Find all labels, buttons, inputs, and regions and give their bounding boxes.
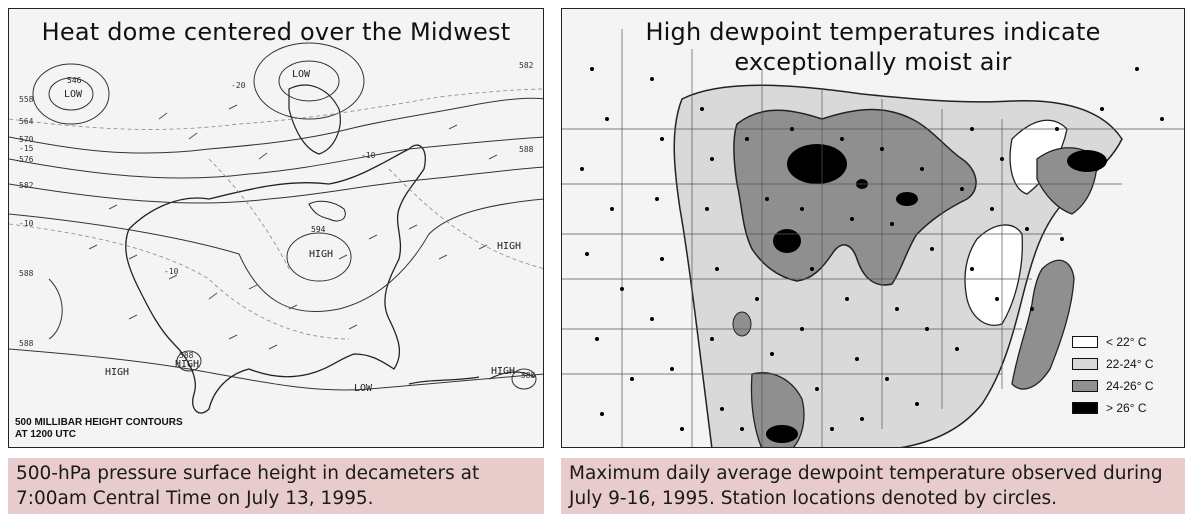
region-above-26-newjersey	[1067, 150, 1107, 172]
contour-label-588-southwest: 588	[19, 339, 34, 348]
contour-label-582: 582	[19, 181, 34, 190]
contour-label-588-atlantic: 588	[521, 371, 536, 380]
contour-label-588-west: 588	[19, 269, 34, 278]
legend-swatch-22-24	[1072, 358, 1098, 370]
contour-label-570: 570	[19, 135, 34, 144]
high-label-gulf: HIGH	[175, 359, 200, 370]
state-boundaries	[562, 29, 1184, 447]
legend-label-22-24: 22-24° C	[1106, 357, 1154, 371]
left-caption: 500-hPa pressure surface height in decam…	[8, 458, 544, 514]
high-label-southwest: HIGH	[105, 367, 130, 378]
high-center-value-label: 594	[311, 225, 326, 234]
contour-label-minus20: -20	[231, 81, 246, 90]
great-lakes-outline	[308, 200, 346, 222]
region-above-26-indiana	[896, 192, 918, 206]
region-24-26-ozark	[732, 311, 752, 337]
legend-row-above-26: > 26° C	[1072, 397, 1154, 419]
dewpoint-map-panel: High dewpoint temperatures indicate exce…	[561, 8, 1185, 448]
contour-note-line2: AT 1200 UTC	[15, 429, 76, 440]
contour-note-line1: 500 MILLIBAR HEIGHT CONTOURS	[15, 417, 183, 428]
right-panel-title: High dewpoint temperatures indicate exce…	[562, 17, 1184, 77]
height-contour-map	[9, 42, 543, 414]
station-dots	[580, 67, 1164, 431]
low-label-gulf: LOW	[354, 383, 373, 394]
contour-label-564: 564	[19, 117, 34, 126]
contour-label-582-east: 582	[519, 61, 534, 70]
legend-label-24-26: 24-26° C	[1106, 379, 1154, 393]
hudson-bay-outline	[288, 84, 341, 155]
contour-note: 500 MILLIBAR HEIGHT CONTOURS AT 1200 UTC	[15, 417, 183, 441]
region-above-26-texas-coast	[766, 425, 798, 443]
contour-label-minus10-central: -10	[361, 151, 376, 160]
right-title-line2: exceptionally moist air	[734, 48, 1012, 76]
left-panel-title: Heat dome centered over the Midwest	[41, 18, 511, 46]
legend-row-24-26: 24-26° C	[1072, 375, 1154, 397]
legend-label-below-22: < 22° C	[1106, 335, 1147, 349]
north-america-coastline	[125, 144, 426, 414]
legend-swatch-above-26	[1072, 402, 1098, 414]
contour-label-minus10-west: -10	[164, 267, 179, 276]
legend-swatch-24-26	[1072, 380, 1098, 392]
high-label-east: HIGH	[497, 241, 522, 252]
contour-label-minus15: -15	[19, 144, 34, 153]
contour-label-588-east: 588	[519, 145, 534, 154]
legend-row-below-22: < 22° C	[1072, 331, 1154, 353]
high-label-midwest: HIGH	[309, 249, 334, 260]
contour-label-minus10: -10	[19, 219, 34, 228]
wind-barbs	[88, 104, 498, 350]
gulf-islands	[408, 371, 535, 385]
legend-swatch-below-22	[1072, 336, 1098, 348]
height-contour-map-panel: Heat dome centered over the Midwest 546 …	[8, 8, 544, 448]
legend-row-22-24: 22-24° C	[1072, 353, 1154, 375]
contour-label-588-gulf: 588	[179, 351, 194, 360]
region-above-26-iowa	[787, 144, 847, 184]
contour-label-558: 558	[19, 95, 34, 104]
contour-label-576: 576	[19, 155, 34, 164]
low-label-pacific: LOW	[64, 89, 83, 100]
right-title-line1: High dewpoint temperatures indicate	[645, 18, 1101, 46]
region-above-26-missouri	[773, 229, 801, 253]
right-caption: Maximum daily average dewpoint temperatu…	[561, 458, 1185, 514]
dewpoint-legend: < 22° C 22-24° C 24-26° C > 26° C	[1072, 331, 1154, 419]
legend-label-above-26: > 26° C	[1106, 401, 1147, 415]
dewpoint-map	[562, 29, 1184, 447]
low-label-hudson: LOW	[292, 69, 311, 80]
high-label-atlantic: HIGH	[491, 366, 516, 377]
low-value-label: 546	[67, 76, 82, 85]
region-24-26-carolina	[1011, 259, 1075, 390]
